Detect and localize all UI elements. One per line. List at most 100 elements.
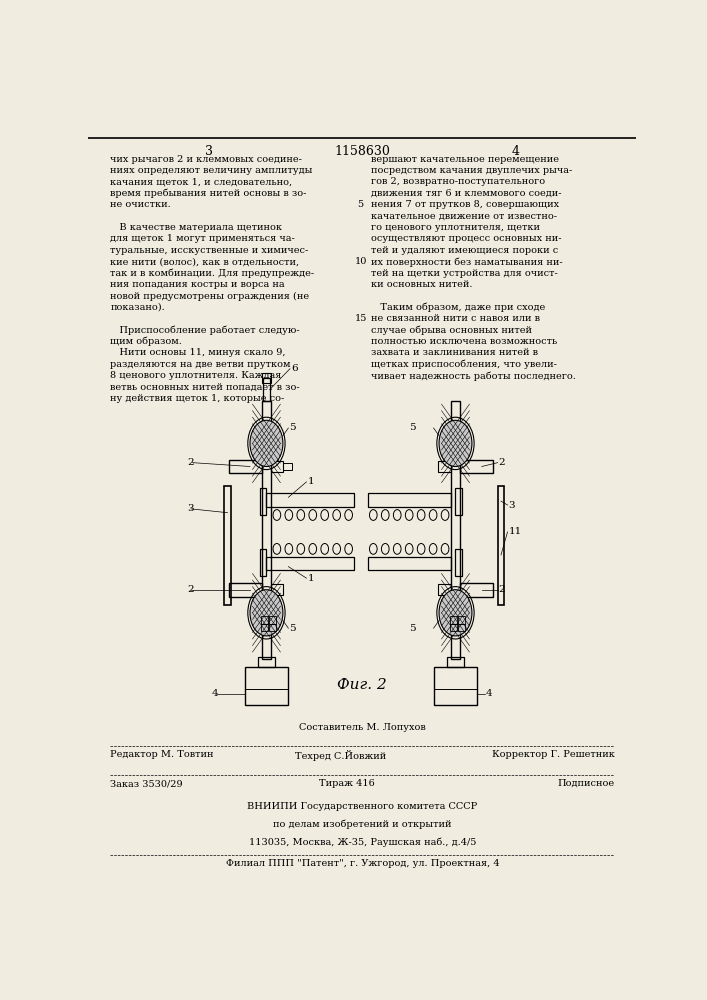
Bar (267, 493, 354, 507)
Circle shape (439, 420, 472, 467)
Text: 4: 4 (211, 689, 218, 698)
Bar (261, 616, 267, 624)
Bar (245, 667, 288, 705)
Circle shape (250, 590, 283, 636)
Text: чивает надежность работы последнего.: чивает надежность работы последнего. (370, 371, 575, 381)
Text: время пребывания нитей основы в зо-: время пребывания нитей основы в зо- (110, 189, 307, 198)
Bar (433, 667, 477, 705)
Text: качательное движение от известно-: качательное движение от известно- (370, 212, 556, 221)
Text: посредством качания двуплечих рыча-: посредством качания двуплечих рыча- (370, 166, 572, 175)
Bar (271, 584, 284, 595)
Bar (438, 584, 450, 595)
Text: ки основных нитей.: ки основных нитей. (370, 280, 472, 289)
Bar (368, 493, 450, 507)
Bar (269, 616, 276, 624)
Text: 3: 3 (187, 504, 194, 513)
Bar (284, 463, 292, 470)
Text: полностью исключена возможность: полностью исключена возможность (370, 337, 557, 346)
Bar (262, 373, 271, 383)
Text: разделяются на две ветви прутком: разделяются на две ветви прутком (110, 360, 291, 369)
Text: 2: 2 (187, 585, 194, 594)
Text: Заказ 3530/29: Заказ 3530/29 (110, 779, 183, 788)
Bar (450, 624, 457, 631)
Bar (269, 624, 276, 631)
Text: вершают качательное перемещение: вершают качательное перемещение (370, 155, 559, 164)
Bar (228, 460, 262, 473)
Text: нения 7 от прутков 8, совершающих: нения 7 от прутков 8, совершающих (370, 200, 559, 209)
Text: не очистки.: не очистки. (110, 200, 171, 209)
Text: качания щеток 1, и следовательно,: качания щеток 1, и следовательно, (110, 177, 293, 186)
Bar (224, 486, 231, 605)
Text: движения тяг 6 и клеммового соеди-: движения тяг 6 и клеммового соеди- (370, 189, 561, 198)
Text: захвата и заклинивания нитей в: захвата и заклинивания нитей в (370, 348, 537, 357)
Text: ветвь основных нитей попадает в зо-: ветвь основных нитей попадает в зо- (110, 383, 300, 392)
Bar (458, 624, 464, 631)
Text: случае обрыва основных нитей: случае обрыва основных нитей (370, 326, 532, 335)
Text: показано).: показано). (110, 303, 165, 312)
Bar (260, 549, 267, 576)
Bar (460, 460, 493, 473)
Bar (258, 657, 275, 667)
Text: Составитель М. Лопухов: Составитель М. Лопухов (299, 723, 426, 732)
Text: В качестве материала щетинок: В качестве материала щетинок (110, 223, 282, 232)
Text: 113035, Москва, Ж-35, Раушская наб., д.4/5: 113035, Москва, Ж-35, Раушская наб., д.4… (249, 838, 476, 847)
Bar (460, 583, 493, 597)
Text: Редактор М. Товтин: Редактор М. Товтин (110, 750, 214, 759)
Bar (438, 461, 450, 472)
Text: 6: 6 (291, 364, 298, 373)
Text: 5: 5 (358, 200, 364, 209)
Text: по делам изобретений и открытий: по делам изобретений и открытий (273, 820, 452, 829)
Text: ния попадания костры и ворса на: ния попадания костры и ворса на (110, 280, 285, 289)
Bar (448, 657, 464, 667)
Text: Таким образом, даже при сходе: Таким образом, даже при сходе (370, 303, 545, 312)
Bar (458, 616, 464, 624)
Text: Фиг. 2: Фиг. 2 (337, 678, 387, 692)
Text: Техред С.Йовжий: Техред С.Йовжий (295, 750, 386, 761)
Text: для щеток 1 могут применяться ча-: для щеток 1 могут применяться ча- (110, 234, 295, 243)
Text: новой предусмотрены ограждения (не: новой предусмотрены ограждения (не (110, 291, 310, 301)
Text: щетках приспособления, что увели-: щетках приспособления, что увели- (370, 360, 556, 369)
Text: Тираж 416: Тираж 416 (319, 779, 374, 788)
Text: не связанной нити с навоя или в: не связанной нити с навоя или в (370, 314, 539, 323)
Text: 3: 3 (508, 500, 515, 510)
Bar (228, 583, 262, 597)
Circle shape (439, 590, 472, 636)
Bar (450, 616, 457, 624)
Text: 1: 1 (308, 574, 314, 583)
Bar (368, 557, 450, 570)
Text: 5: 5 (409, 424, 416, 432)
Bar (261, 624, 267, 631)
Text: их поверхности без наматывания ни-: их поверхности без наматывания ни- (370, 257, 562, 267)
Text: 5: 5 (289, 624, 296, 633)
Bar (260, 488, 267, 515)
Text: ниях определяют величину амплитуды: ниях определяют величину амплитуды (110, 166, 312, 175)
Text: 8 ценового уплотнителя. Каждая: 8 ценового уплотнителя. Каждая (110, 371, 281, 380)
Text: 10: 10 (354, 257, 367, 266)
Text: чих рычагов 2 и клеммовых соедине-: чих рычагов 2 и клеммовых соедине- (110, 155, 302, 164)
Text: 2: 2 (498, 458, 506, 467)
Bar (262, 401, 271, 659)
Bar (498, 486, 504, 605)
Text: 2: 2 (498, 585, 506, 594)
Text: осуществляют процесс основных ни-: осуществляют процесс основных ни- (370, 234, 561, 243)
Text: гов 2, возвратно-поступательного: гов 2, возвратно-поступательного (370, 177, 544, 186)
Text: 2: 2 (187, 458, 194, 467)
Bar (450, 401, 460, 659)
Text: 11: 11 (508, 527, 522, 536)
Circle shape (250, 420, 283, 467)
Text: кие нити (волос), как в отдельности,: кие нити (волос), как в отдельности, (110, 257, 300, 266)
Text: 4: 4 (486, 689, 492, 698)
Text: Подписное: Подписное (557, 779, 614, 788)
Bar (267, 557, 354, 570)
Text: 3: 3 (205, 145, 213, 158)
Bar (263, 378, 270, 401)
Bar (455, 488, 462, 515)
Bar (455, 549, 462, 576)
Text: тей и удаляют имеющиеся пороки с: тей и удаляют имеющиеся пороки с (370, 246, 558, 255)
Bar (271, 461, 284, 472)
Text: 5: 5 (289, 424, 296, 432)
Text: 15: 15 (354, 314, 367, 323)
Text: Приспособление работает следую-: Приспособление работает следую- (110, 326, 300, 335)
Text: ну действия щеток 1, которые со-: ну действия щеток 1, которые со- (110, 394, 284, 403)
Text: Филиал ППП "Патент", г. Ужгород, ул. Проектная, 4: Филиал ППП "Патент", г. Ужгород, ул. Про… (226, 859, 499, 868)
